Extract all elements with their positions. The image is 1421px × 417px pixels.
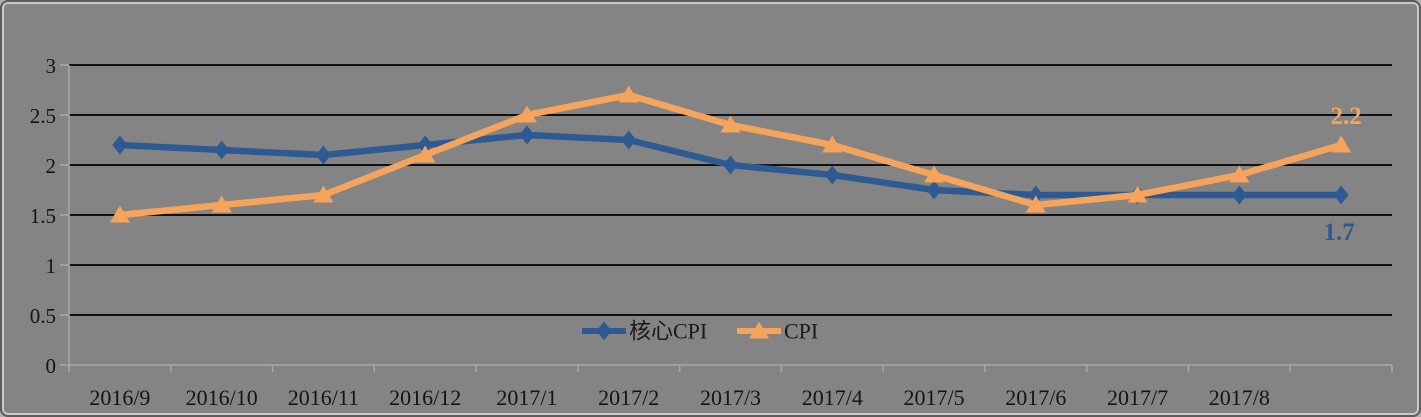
x-tick-label: 2017/3	[700, 385, 761, 410]
x-tick-label: 2017/7	[1107, 385, 1168, 410]
x-axis-labels: 2016/9 2016/10 2016/11 2016/12 2017/1 2017/2 2…	[89, 385, 1270, 410]
diamond-marker	[926, 180, 942, 200]
x-tick-label: 2017/4	[802, 385, 863, 410]
diamond-marker	[1333, 185, 1349, 205]
legend-label: CPI	[784, 319, 818, 344]
legend-item-cpi: CPI	[737, 319, 818, 344]
diamond-marker	[214, 140, 230, 160]
triangle-marker	[109, 205, 130, 223]
triangle-marker	[211, 195, 232, 213]
diamond-marker	[315, 145, 331, 165]
triangle-marker	[1229, 165, 1250, 183]
gridlines	[69, 64, 1392, 316]
y-tick-label: 2	[46, 154, 57, 178]
triangle-marker	[313, 185, 334, 203]
x-tick-label: 2017/6	[1005, 385, 1066, 410]
legend-triangle-marker	[749, 321, 769, 339]
triangle-marker	[1331, 135, 1352, 153]
legend-diamond-marker	[596, 321, 612, 341]
data-labels: 1.7 2.2	[1323, 103, 1361, 246]
diamond-marker	[1231, 185, 1247, 205]
y-tick-label: 0.5	[30, 304, 56, 328]
legend: 核心CPI CPI	[582, 319, 818, 344]
diamond-marker	[519, 125, 535, 145]
x-tick-label: 2016/12	[389, 385, 461, 410]
y-tick-label: 3	[46, 54, 57, 78]
y-tick-label: 2.5	[30, 104, 56, 128]
diamond-marker	[417, 135, 433, 155]
y-axis-labels: 0 0.5 1 1.5 2 2.5 3	[30, 54, 56, 378]
triangle-marker	[415, 145, 436, 163]
x-tick-label: 2017/1	[496, 385, 557, 410]
triangle-marker	[1025, 195, 1046, 213]
triangle-marker	[924, 165, 945, 183]
triangle-marker	[720, 115, 741, 133]
triangle-marker	[1127, 185, 1148, 203]
end-value-label: 2.2	[1330, 103, 1361, 130]
diamond-marker	[824, 165, 840, 185]
end-value-label: 1.7	[1323, 219, 1354, 246]
diamond-marker	[1028, 185, 1044, 205]
y-tick-label: 1.5	[30, 204, 56, 228]
y-tick-label: 0	[46, 354, 57, 378]
triangle-marker	[516, 105, 537, 123]
diamond-marker	[112, 135, 128, 155]
series-cpi	[109, 85, 1352, 223]
axes	[60, 64, 1393, 372]
legend-item-core-cpi: 核心CPI	[582, 319, 707, 344]
x-tick-label: 2016/10	[186, 385, 258, 410]
triangle-marker	[822, 135, 843, 153]
x-tick-label: 2016/9	[89, 385, 150, 410]
triangle-marker	[618, 85, 639, 103]
diamond-marker	[621, 130, 637, 150]
legend-label: 核心CPI	[629, 319, 707, 344]
x-tick-label: 2017/2	[598, 385, 659, 410]
x-tick-label: 2016/11	[288, 385, 359, 410]
y-tick-label: 1	[46, 254, 57, 278]
x-tick-label: 2017/5	[903, 385, 964, 410]
x-tick-label: 2017/8	[1209, 385, 1270, 410]
diamond-marker	[723, 155, 738, 175]
